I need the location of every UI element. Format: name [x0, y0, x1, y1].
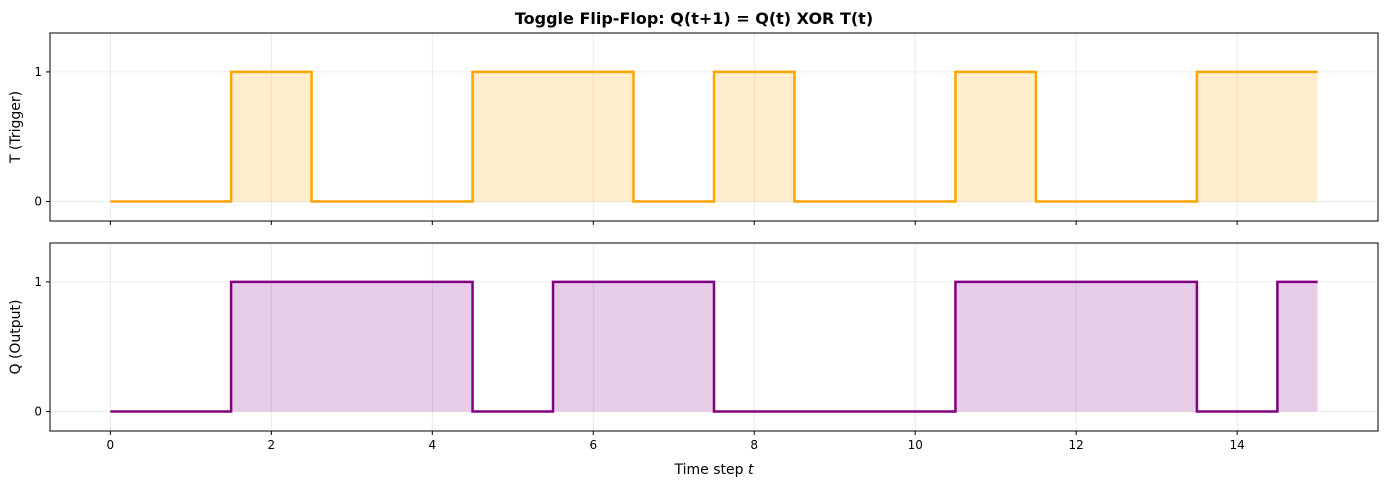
- series-step-line: [110, 70, 1318, 203]
- chart-panels: 01T (Trigger)010 2 4 6 8 10 12 14Q (Output): [8, 32, 1379, 452]
- plot-frame: [49, 242, 1379, 432]
- x-tick-label: 8: [750, 438, 758, 452]
- x-tick-label: 10: [908, 438, 923, 452]
- y-tick-label: 0: [34, 405, 42, 419]
- x-tick-label: 6: [589, 438, 597, 452]
- x-tick-label: 4: [428, 438, 436, 452]
- y-tick-label: 1: [34, 275, 42, 289]
- x-axis-label: Time step t: [674, 462, 754, 478]
- x-tick-label: 0: [107, 438, 115, 452]
- series-step-line: [110, 280, 1318, 413]
- panel-1: 0 1 T (Trigger): [8, 32, 1379, 225]
- x-tick-label: 2: [268, 438, 276, 452]
- x-tick-label: 12: [1069, 438, 1084, 452]
- panel-2: 010 2 4 6 8 10 12 14Q (Output): [8, 242, 1379, 452]
- plot-frame: [49, 32, 1379, 222]
- y-tick-label: 1: [34, 65, 42, 79]
- chart-title: Toggle Flip-Flop: Q(t+1) = Q(t) XOR T(t): [515, 9, 873, 28]
- y-axis-label: T (Trigger): [8, 91, 24, 164]
- y-axis-label: Q (Output): [8, 299, 24, 374]
- x-tick-label: 14: [1230, 438, 1245, 452]
- y-tick-label: 0: [34, 195, 42, 209]
